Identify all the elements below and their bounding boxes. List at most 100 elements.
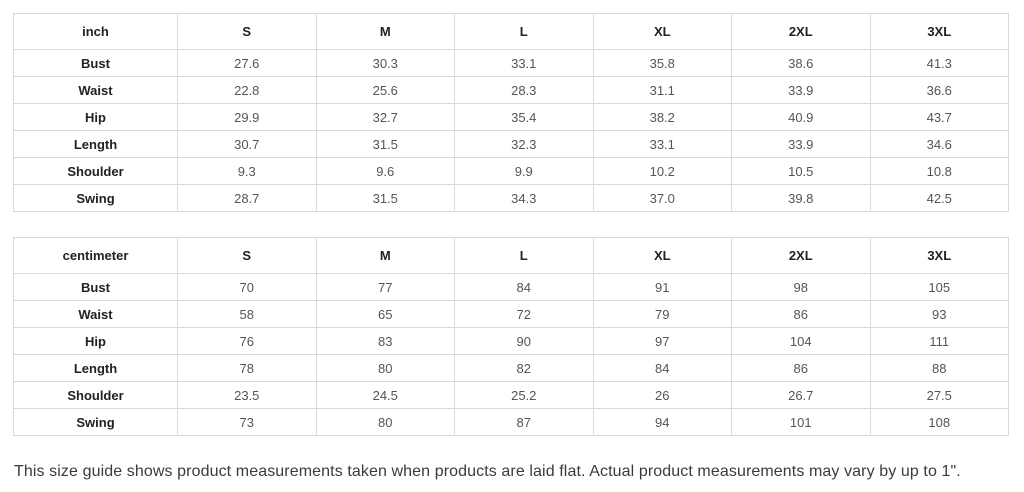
measurement-label-cell: Shoulder bbox=[13, 157, 178, 185]
measurement-value-cell: 72 bbox=[454, 300, 594, 328]
measurement-label-cell: Swing bbox=[13, 408, 178, 436]
measurement-value-cell: 101 bbox=[731, 408, 871, 436]
measurement-value-cell: 38.6 bbox=[731, 49, 871, 77]
measurement-value-cell: 31.5 bbox=[315, 184, 455, 212]
measurement-value-cell: 9.6 bbox=[315, 157, 455, 185]
measurement-value-cell: 33.1 bbox=[592, 130, 732, 158]
measurement-value-cell: 108 bbox=[869, 408, 1009, 436]
measurement-value-cell: 29.9 bbox=[177, 103, 317, 131]
measurement-value-cell: 27.5 bbox=[869, 381, 1009, 409]
measurement-row: Waist 58 65 72 79 86 93 bbox=[13, 300, 1009, 328]
measurement-value-cell: 104 bbox=[731, 327, 871, 355]
size-table-centimeter: centimeter S M L XL 2XL 3XL Bust 70 77 84 91 98 105 Wa… bbox=[13, 237, 1009, 436]
size-header-cell: 3XL bbox=[869, 13, 1009, 50]
measurement-value-cell: 33.1 bbox=[454, 49, 594, 77]
measurement-value-cell: 32.3 bbox=[454, 130, 594, 158]
measurement-row: Waist 22.8 25.6 28.3 31.1 33.9 36.6 bbox=[13, 76, 1009, 104]
measurement-row: Length 30.7 31.5 32.3 33.1 33.9 34.6 bbox=[13, 130, 1009, 158]
measurement-value-cell: 30.3 bbox=[315, 49, 455, 77]
measurement-row: Shoulder 9.3 9.6 9.9 10.2 10.5 10.8 bbox=[13, 157, 1009, 185]
size-guide-note: This size guide shows product measuremen… bbox=[14, 463, 961, 480]
measurement-label-cell: Waist bbox=[13, 300, 178, 328]
size-header-cell: M bbox=[315, 13, 455, 50]
measurement-value-cell: 10.8 bbox=[869, 157, 1009, 185]
measurement-value-cell: 30.7 bbox=[177, 130, 317, 158]
measurement-row: Bust 27.6 30.3 33.1 35.8 38.6 41.3 bbox=[13, 49, 1009, 77]
measurement-value-cell: 84 bbox=[454, 273, 594, 301]
measurement-value-cell: 28.3 bbox=[454, 76, 594, 104]
size-header-cell: 2XL bbox=[731, 13, 871, 50]
measurement-value-cell: 42.5 bbox=[869, 184, 1009, 212]
measurement-value-cell: 28.7 bbox=[177, 184, 317, 212]
measurement-value-cell: 80 bbox=[315, 408, 455, 436]
measurement-label-cell: Hip bbox=[13, 103, 178, 131]
measurement-value-cell: 34.6 bbox=[869, 130, 1009, 158]
size-header-cell: XL bbox=[592, 237, 732, 274]
measurement-value-cell: 43.7 bbox=[869, 103, 1009, 131]
size-header-cell: 2XL bbox=[731, 237, 871, 274]
measurement-label-cell: Waist bbox=[13, 76, 178, 104]
measurement-row: Hip 76 83 90 97 104 111 bbox=[13, 327, 1009, 355]
measurement-value-cell: 98 bbox=[731, 273, 871, 301]
measurement-value-cell: 82 bbox=[454, 354, 594, 382]
measurement-row: Shoulder 23.5 24.5 25.2 26 26.7 27.5 bbox=[13, 381, 1009, 409]
measurement-value-cell: 25.2 bbox=[454, 381, 594, 409]
measurement-label-cell: Hip bbox=[13, 327, 178, 355]
measurement-value-cell: 65 bbox=[315, 300, 455, 328]
measurement-value-cell: 97 bbox=[592, 327, 732, 355]
size-tables-container: inch S M L XL 2XL 3XL Bust 27.6 30.3 33.1 35.8 38.6 4… bbox=[13, 13, 1009, 436]
measurement-value-cell: 111 bbox=[869, 327, 1009, 355]
measurement-value-cell: 78 bbox=[177, 354, 317, 382]
measurement-value-cell: 70 bbox=[177, 273, 317, 301]
measurement-value-cell: 76 bbox=[177, 327, 317, 355]
measurement-value-cell: 83 bbox=[315, 327, 455, 355]
measurement-row: Length 78 80 82 84 86 88 bbox=[13, 354, 1009, 382]
measurement-value-cell: 35.4 bbox=[454, 103, 594, 131]
measurement-value-cell: 41.3 bbox=[869, 49, 1009, 77]
measurement-value-cell: 58 bbox=[177, 300, 317, 328]
measurement-value-cell: 88 bbox=[869, 354, 1009, 382]
measurement-value-cell: 39.8 bbox=[731, 184, 871, 212]
measurement-value-cell: 24.5 bbox=[315, 381, 455, 409]
size-header-cell: L bbox=[454, 237, 594, 274]
size-header-cell: S bbox=[177, 237, 317, 274]
measurement-row: Hip 29.9 32.7 35.4 38.2 40.9 43.7 bbox=[13, 103, 1009, 131]
measurement-value-cell: 93 bbox=[869, 300, 1009, 328]
size-header-cell: S bbox=[177, 13, 317, 50]
measurement-value-cell: 34.3 bbox=[454, 184, 594, 212]
measurement-value-cell: 31.5 bbox=[315, 130, 455, 158]
size-table-inch: inch S M L XL 2XL 3XL Bust 27.6 30.3 33.1 35.8 38.6 4… bbox=[13, 13, 1009, 212]
measurement-value-cell: 84 bbox=[592, 354, 732, 382]
measurement-value-cell: 9.9 bbox=[454, 157, 594, 185]
unit-header-cell: inch bbox=[13, 13, 178, 50]
measurement-value-cell: 32.7 bbox=[315, 103, 455, 131]
measurement-label-cell: Length bbox=[13, 354, 178, 382]
measurement-value-cell: 36.6 bbox=[869, 76, 1009, 104]
measurement-value-cell: 31.1 bbox=[592, 76, 732, 104]
measurement-value-cell: 73 bbox=[177, 408, 317, 436]
measurement-value-cell: 33.9 bbox=[731, 130, 871, 158]
measurement-label-cell: Length bbox=[13, 130, 178, 158]
measurement-value-cell: 35.8 bbox=[592, 49, 732, 77]
measurement-row: Swing 73 80 87 94 101 108 bbox=[13, 408, 1009, 436]
measurement-value-cell: 79 bbox=[592, 300, 732, 328]
size-header-cell: 3XL bbox=[869, 237, 1009, 274]
measurement-label-cell: Bust bbox=[13, 49, 178, 77]
measurement-value-cell: 38.2 bbox=[592, 103, 732, 131]
size-header-cell: L bbox=[454, 13, 594, 50]
measurement-row: Swing 28.7 31.5 34.3 37.0 39.8 42.5 bbox=[13, 184, 1009, 212]
measurement-value-cell: 9.3 bbox=[177, 157, 317, 185]
measurement-value-cell: 10.5 bbox=[731, 157, 871, 185]
measurement-value-cell: 80 bbox=[315, 354, 455, 382]
header-row: inch S M L XL 2XL 3XL bbox=[13, 13, 1009, 50]
measurement-value-cell: 26.7 bbox=[731, 381, 871, 409]
measurement-value-cell: 22.8 bbox=[177, 76, 317, 104]
measurement-value-cell: 26 bbox=[592, 381, 732, 409]
measurement-value-cell: 90 bbox=[454, 327, 594, 355]
measurement-value-cell: 37.0 bbox=[592, 184, 732, 212]
measurement-value-cell: 86 bbox=[731, 354, 871, 382]
measurement-value-cell: 10.2 bbox=[592, 157, 732, 185]
measurement-value-cell: 94 bbox=[592, 408, 732, 436]
measurement-label-cell: Swing bbox=[13, 184, 178, 212]
